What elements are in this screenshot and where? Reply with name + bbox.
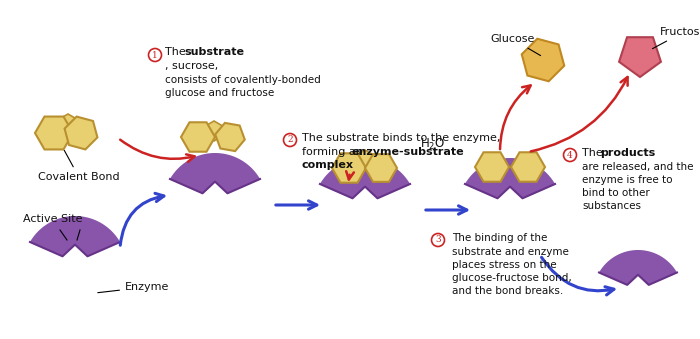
Text: Active Site: Active Site	[23, 214, 83, 224]
Text: The: The	[582, 148, 606, 158]
Circle shape	[284, 134, 297, 146]
Polygon shape	[511, 152, 545, 182]
Polygon shape	[60, 114, 77, 134]
Polygon shape	[30, 216, 120, 256]
Text: 4: 4	[567, 151, 573, 160]
Polygon shape	[181, 122, 215, 152]
Polygon shape	[619, 37, 661, 77]
Text: Covalent Bond: Covalent Bond	[38, 151, 120, 182]
Circle shape	[431, 234, 444, 246]
Text: substrate: substrate	[184, 47, 244, 57]
Text: glucose and fructose: glucose and fructose	[165, 88, 274, 98]
Text: , sucrose,: , sucrose,	[165, 61, 218, 71]
Text: substances: substances	[582, 201, 641, 211]
Polygon shape	[465, 158, 555, 198]
Polygon shape	[599, 250, 677, 285]
Text: products: products	[600, 148, 655, 158]
Text: glucose-fructose bond,: glucose-fructose bond,	[452, 273, 572, 283]
Polygon shape	[356, 150, 374, 170]
Text: H$_2$O: H$_2$O	[420, 137, 445, 152]
Polygon shape	[475, 152, 509, 182]
Text: enzyme is free to: enzyme is free to	[582, 175, 673, 185]
Text: Glucose: Glucose	[490, 34, 540, 56]
Text: Enzyme: Enzyme	[98, 282, 169, 293]
Text: consists of covalently-bonded: consists of covalently-bonded	[165, 75, 321, 85]
Polygon shape	[64, 117, 97, 149]
Polygon shape	[205, 121, 223, 141]
Polygon shape	[35, 117, 73, 149]
Circle shape	[148, 48, 162, 61]
Polygon shape	[215, 123, 245, 151]
Text: bind to other: bind to other	[582, 188, 650, 198]
Polygon shape	[332, 153, 366, 183]
Text: enzyme-substrate: enzyme-substrate	[352, 147, 465, 157]
Text: The substrate binds to the enzyme,: The substrate binds to the enzyme,	[302, 133, 500, 143]
Text: places stress on the: places stress on the	[452, 260, 556, 270]
Text: The: The	[165, 47, 189, 57]
Polygon shape	[170, 153, 260, 193]
Text: forming an: forming an	[302, 147, 366, 157]
Text: are released, and the: are released, and the	[582, 162, 694, 172]
Text: 1: 1	[152, 51, 158, 60]
Text: 2: 2	[287, 136, 293, 144]
Text: and the bond breaks.: and the bond breaks.	[452, 286, 564, 296]
Circle shape	[564, 148, 577, 161]
Polygon shape	[320, 158, 410, 198]
Text: Fructose: Fructose	[652, 27, 700, 49]
Text: substrate and enzyme: substrate and enzyme	[452, 247, 569, 257]
Text: complex: complex	[302, 160, 354, 170]
Polygon shape	[522, 39, 564, 81]
Polygon shape	[365, 154, 397, 182]
Text: 3: 3	[435, 236, 441, 244]
Text: The binding of the: The binding of the	[452, 233, 547, 243]
